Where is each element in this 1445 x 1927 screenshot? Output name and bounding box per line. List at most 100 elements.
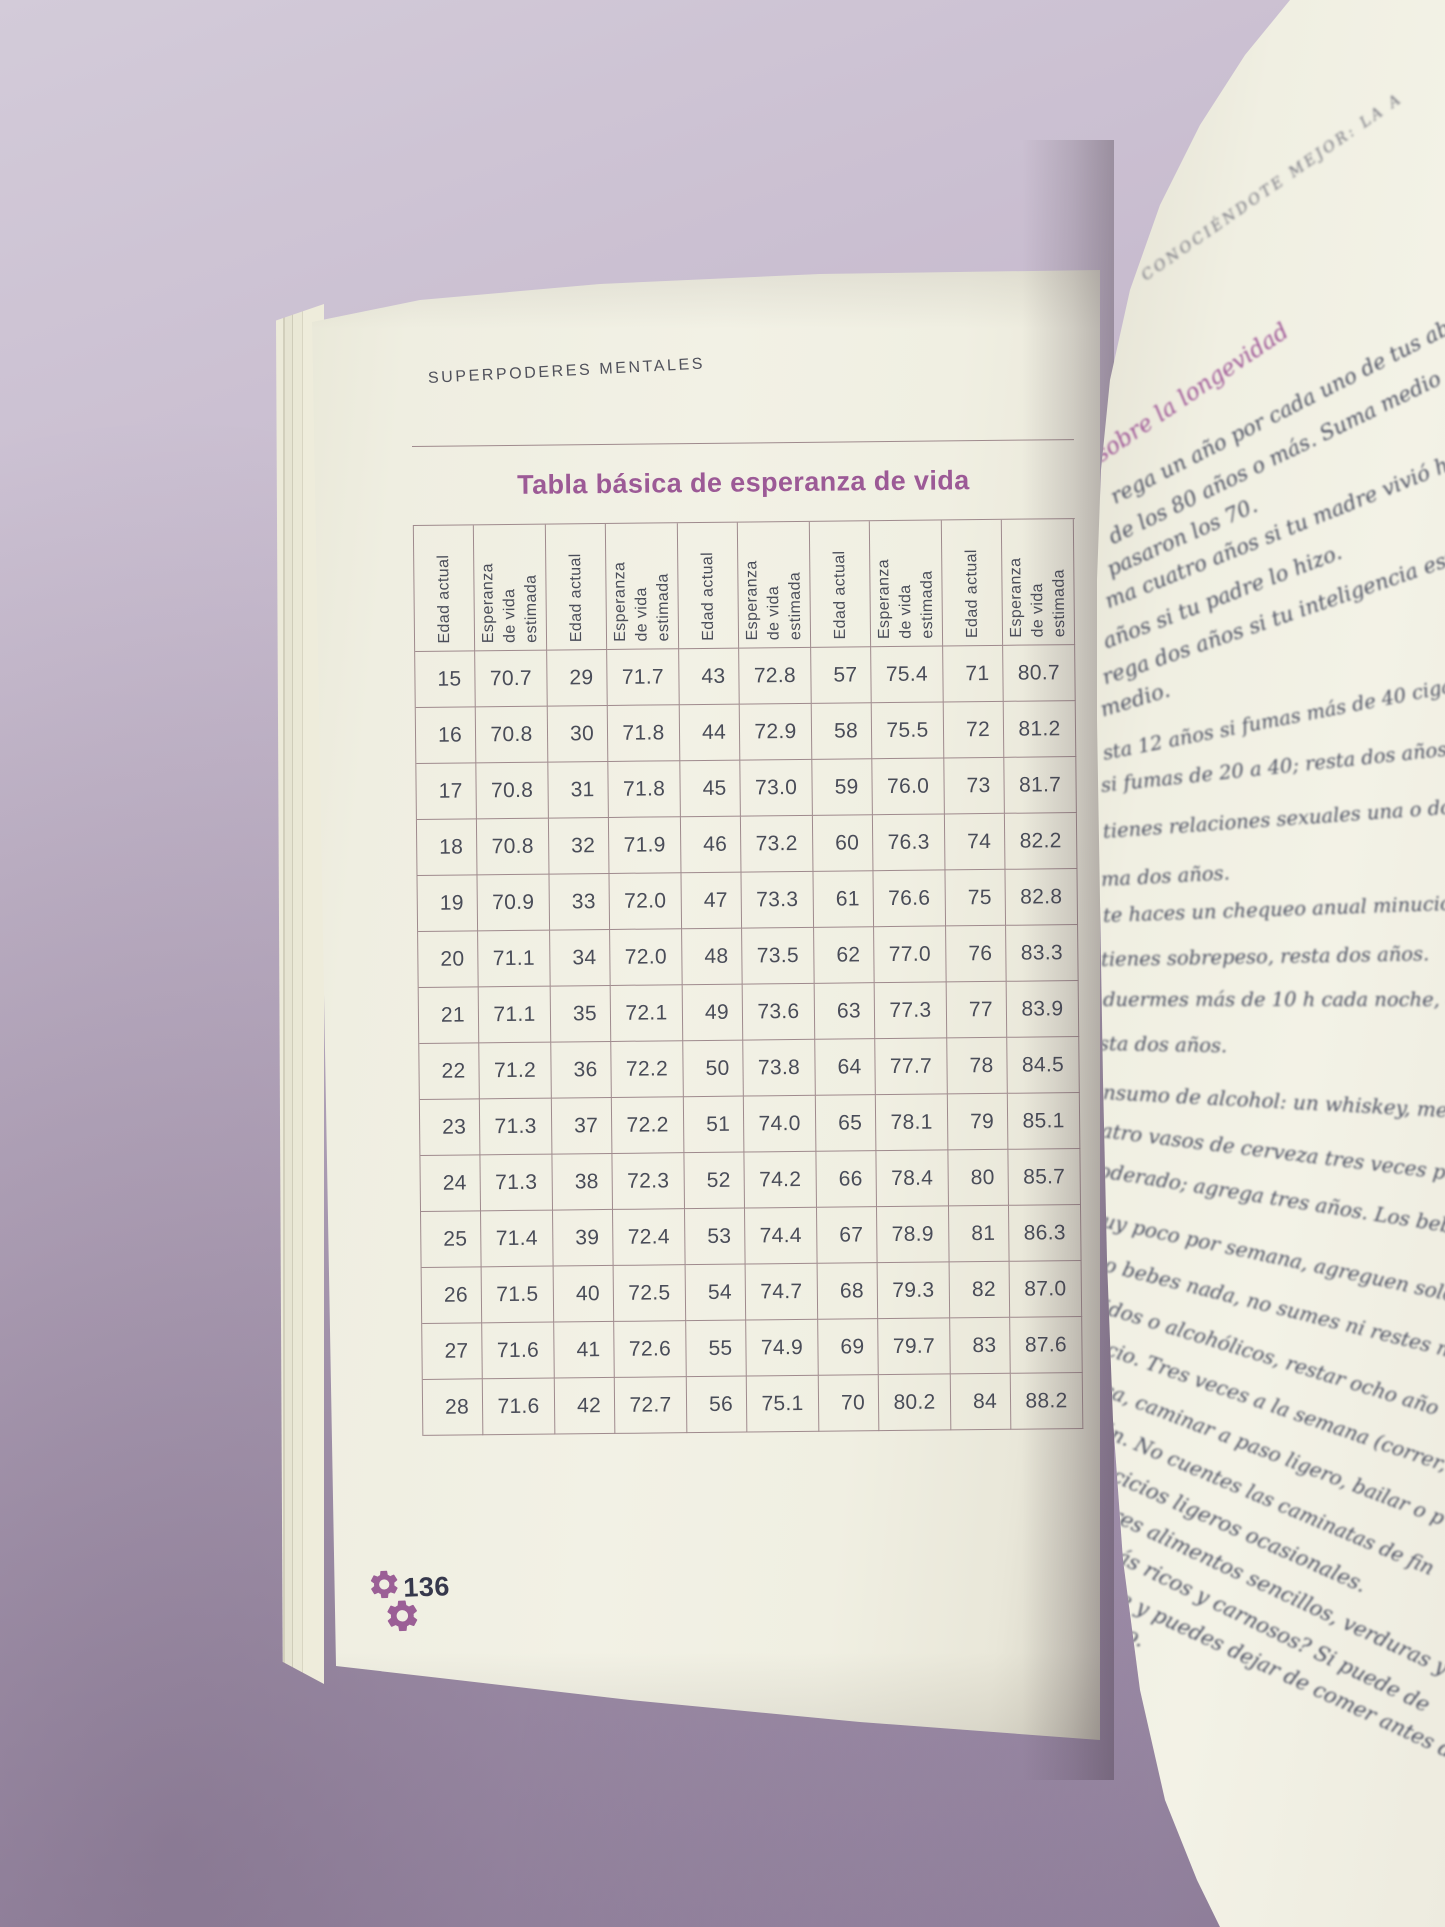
esperanza-value: 79.7 bbox=[878, 1318, 951, 1376]
edad-actual-value: 28 bbox=[422, 1379, 484, 1436]
esperanza-value: 73.3 bbox=[741, 871, 815, 929]
edad-actual-value: 19 bbox=[417, 875, 479, 932]
edad-actual-value: 27 bbox=[422, 1323, 483, 1380]
edad-actual-value: 39 bbox=[553, 1209, 614, 1267]
edad-actual-value: 15 bbox=[415, 651, 476, 708]
edad-actual-value: 23 bbox=[419, 1099, 481, 1156]
esperanza-value: 72.3 bbox=[612, 1153, 686, 1210]
esperanza-value: 72.0 bbox=[610, 929, 683, 986]
esperanza-value: 70.8 bbox=[475, 706, 549, 764]
edad-actual-value: 56 bbox=[686, 1376, 748, 1434]
edad-actual-value: 44 bbox=[679, 704, 741, 762]
edad-actual-value: 31 bbox=[548, 761, 609, 819]
edad-actual-value: 60 bbox=[812, 815, 874, 872]
column-header-label: Esperanza de vida estimada bbox=[611, 561, 673, 642]
edad-actual-value: 78 bbox=[947, 1037, 1008, 1095]
esperanza-value: 72.1 bbox=[610, 985, 684, 1042]
edad-actual-value: 76 bbox=[946, 925, 1007, 983]
right-page-content: CONOCIÉNDOTE MEJOR: LA A sobre la longev… bbox=[1096, 0, 1445, 1927]
edad-actual-value: 79 bbox=[947, 1093, 1009, 1151]
edad-actual-value: 68 bbox=[817, 1263, 879, 1320]
esperanza-value: 71.1 bbox=[478, 986, 552, 1044]
right-page-text-line: tienes sobrepeso, resta dos años. bbox=[1100, 942, 1430, 971]
edad-actual-value: 73 bbox=[944, 757, 1005, 815]
column-header-edad: Edad actual bbox=[677, 522, 740, 650]
edad-actual-value: 63 bbox=[814, 983, 876, 1040]
esperanza-value: 74.4 bbox=[745, 1207, 818, 1265]
edad-actual-value: 41 bbox=[554, 1321, 615, 1379]
esperanza-value: 71.2 bbox=[479, 1042, 552, 1100]
edad-actual-value: 55 bbox=[686, 1320, 747, 1378]
gear-icon bbox=[383, 1596, 422, 1635]
column-header-esperanza: Esperanza de vida estimada bbox=[737, 521, 812, 649]
column-header-esperanza: Esperanza de vida estimada bbox=[473, 524, 548, 652]
edad-actual-value: 45 bbox=[680, 760, 741, 818]
esperanza-value: 80.2 bbox=[878, 1374, 952, 1432]
esperanza-value: 73.2 bbox=[740, 815, 814, 873]
esperanza-value: 71.8 bbox=[607, 705, 681, 762]
edad-actual-value: 64 bbox=[815, 1039, 876, 1096]
esperanza-value: 70.7 bbox=[475, 650, 548, 708]
esperanza-value: 72.6 bbox=[614, 1321, 687, 1378]
edad-actual-value: 66 bbox=[816, 1151, 877, 1208]
table-title: Tabla básica de esperanza de vida bbox=[412, 439, 1075, 526]
edad-actual-value: 47 bbox=[681, 872, 743, 930]
esperanza-value: 73.0 bbox=[740, 759, 813, 817]
right-page-text-line: ma dos años. bbox=[1100, 861, 1231, 891]
right-page-text-line: tienes relaciones sexuales una o dos v bbox=[1102, 793, 1445, 843]
column-header-edad: Edad actual bbox=[941, 519, 1004, 647]
esperanza-value: 73.8 bbox=[743, 1039, 816, 1097]
edad-actual-value: 48 bbox=[682, 928, 743, 986]
esperanza-value: 72.7 bbox=[614, 1377, 688, 1434]
life-expectancy-table: Tabla básica de esperanza de vida Edad a… bbox=[412, 439, 1085, 1436]
edad-actual-value: 77 bbox=[946, 981, 1008, 1039]
edad-actual-value: 83 bbox=[950, 1317, 1011, 1375]
edad-actual-value: 16 bbox=[415, 707, 477, 764]
edad-actual-value: 43 bbox=[679, 648, 740, 706]
column-header-edad: Edad actual bbox=[809, 521, 872, 648]
esperanza-value: 70.9 bbox=[477, 874, 551, 932]
right-page-text-line: sta dos años. bbox=[1098, 1032, 1228, 1058]
edad-actual-value: 26 bbox=[421, 1267, 483, 1324]
edad-actual-value: 74 bbox=[944, 813, 1006, 871]
edad-actual-value: 54 bbox=[685, 1264, 747, 1322]
right-page-text-line: eres alimentos sencillos, verduras y bbox=[1096, 1497, 1445, 1681]
edad-actual-value: 57 bbox=[811, 647, 872, 704]
column-header-edad: Edad actual bbox=[545, 523, 608, 651]
esperanza-value: 72.5 bbox=[613, 1265, 687, 1322]
esperanza-value: 75.4 bbox=[871, 646, 944, 704]
edad-actual-value: 18 bbox=[416, 819, 478, 876]
esperanza-value: 75.5 bbox=[871, 702, 945, 760]
edad-actual-value: 46 bbox=[680, 816, 742, 874]
edad-actual-value: 36 bbox=[551, 1041, 612, 1099]
book-gutter-shadow bbox=[1022, 140, 1114, 1780]
edad-actual-value: 42 bbox=[554, 1377, 616, 1435]
esperanza-value: 73.6 bbox=[742, 983, 816, 1041]
esperanza-value: 76.0 bbox=[872, 758, 945, 816]
edad-actual-value: 80 bbox=[948, 1149, 1009, 1207]
column-header-label: Esperanza de vida estimada bbox=[875, 558, 937, 640]
page-number: 136 bbox=[402, 1571, 451, 1603]
column-header-label: Edad actual bbox=[962, 549, 981, 639]
right-page: CONOCIÉNDOTE MEJOR: LA A sobre la longev… bbox=[1096, 0, 1445, 1927]
esperanza-value: 71.4 bbox=[481, 1210, 554, 1268]
esperanza-value: 72.8 bbox=[739, 647, 812, 705]
esperanza-value: 73.5 bbox=[742, 927, 815, 985]
edad-actual-value: 21 bbox=[418, 987, 480, 1044]
column-header-label: Edad actual bbox=[830, 550, 849, 640]
edad-actual-value: 50 bbox=[683, 1040, 744, 1098]
column-header-esperanza: Esperanza de vida estimada bbox=[869, 520, 944, 648]
esperanza-value: 74.9 bbox=[746, 1319, 819, 1377]
edad-actual-value: 62 bbox=[814, 927, 875, 984]
edad-actual-value: 69 bbox=[818, 1319, 879, 1376]
column-header-label: Edad actual bbox=[566, 553, 585, 643]
edad-actual-value: 29 bbox=[547, 649, 608, 707]
esperanza-value: 72.4 bbox=[613, 1209, 686, 1266]
esperanza-value: 72.2 bbox=[611, 1041, 684, 1098]
edad-actual-value: 65 bbox=[815, 1095, 877, 1152]
esperanza-value: 74.7 bbox=[745, 1263, 819, 1321]
esperanza-value: 77.0 bbox=[874, 926, 947, 984]
edad-actual-value: 82 bbox=[949, 1261, 1011, 1319]
esperanza-value: 77.3 bbox=[874, 982, 948, 1040]
